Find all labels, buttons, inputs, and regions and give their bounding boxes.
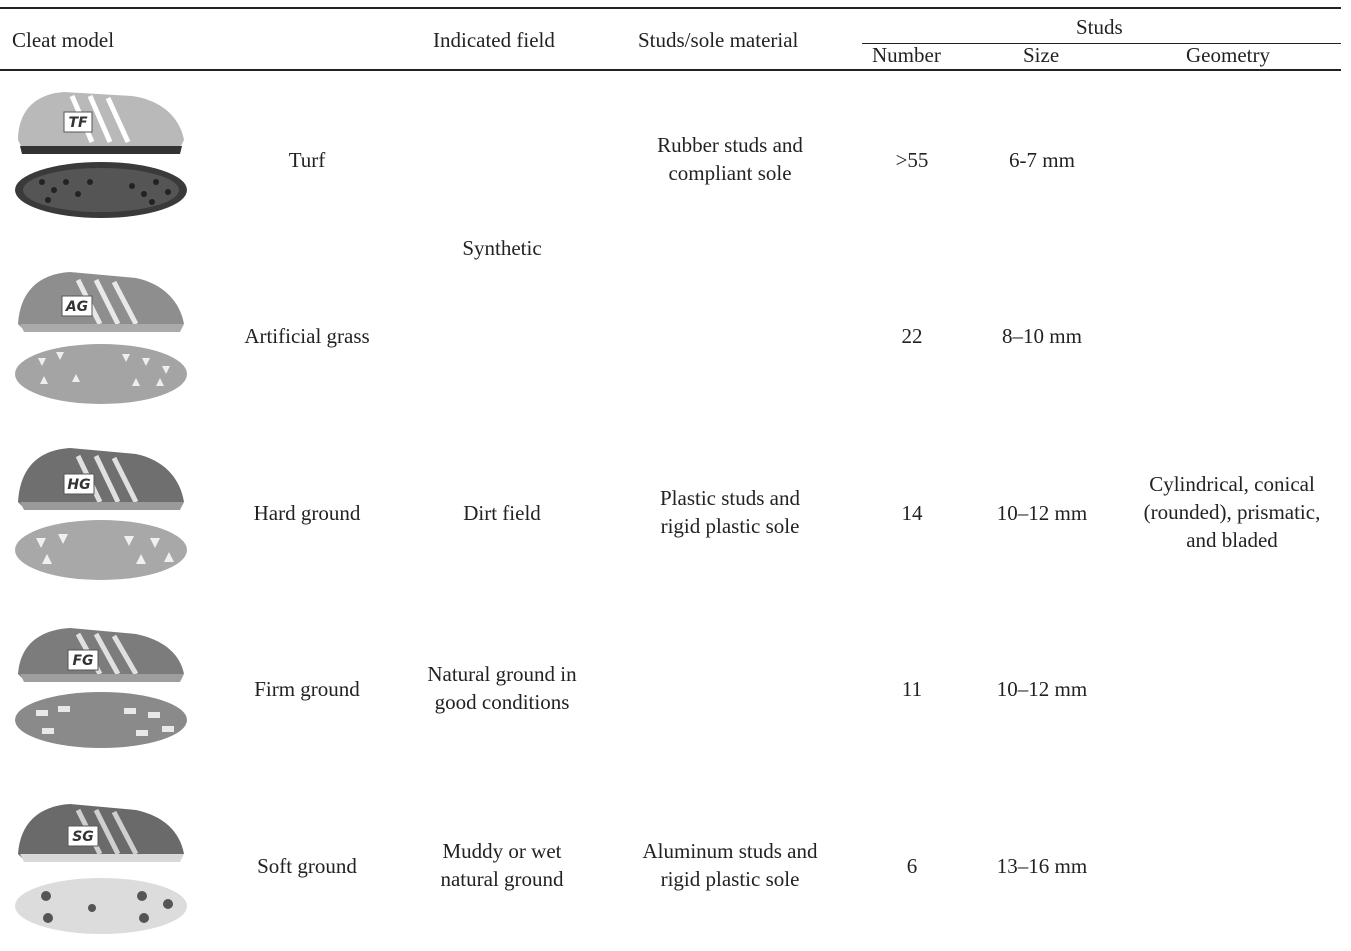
cleat-image-sg: SG <box>12 800 190 938</box>
svg-text:AG: AG <box>65 299 88 315</box>
cell-geometry-line3: and bladed <box>1186 528 1278 552</box>
cell-number-hard-ground: 14 <box>901 501 923 525</box>
cell-material-plastic-line1: Plastic studs and <box>660 486 800 510</box>
cell-material-aluminum-line1: Aluminum studs and <box>642 839 818 863</box>
cell-geometry-line1: Cylindrical, conical <box>1149 472 1315 496</box>
cell-material-plastic-line2: rigid plastic sole <box>660 514 800 538</box>
cell-model-soft-ground: Soft ground <box>257 854 357 878</box>
header-size: Size <box>1023 43 1060 67</box>
cell-model-artificial-grass: Artificial grass <box>244 324 370 348</box>
cleat-image-tf: TF <box>12 82 190 220</box>
cleat-image-ag: AG <box>12 262 190 407</box>
cell-number-turf: >55 <box>895 148 929 172</box>
cell-geometry-line2: (rounded), prismatic, <box>1143 500 1321 524</box>
shoe-ag-icon: AG <box>15 272 187 404</box>
shoe-fg-icon: FG <box>15 628 187 748</box>
cell-model-turf: Turf <box>288 148 326 172</box>
cell-material-rubber-line2: compliant sole <box>668 161 792 185</box>
cell-field-dirt: Dirt field <box>463 501 541 525</box>
cell-size-artificial-grass: 8–10 mm <box>1002 324 1082 348</box>
cell-model-hard-ground: Hard ground <box>253 501 361 525</box>
shoe-sg-icon: SG <box>15 804 187 934</box>
cell-size-firm-ground: 10–12 mm <box>996 677 1088 701</box>
cell-field-natural-good-line1: Natural ground in <box>427 662 577 686</box>
cell-field-natural-good: Natural ground in good conditions <box>392 660 612 716</box>
cell-field-synthetic: Synthetic <box>462 236 542 260</box>
cell-number-artificial-grass: 22 <box>901 324 923 348</box>
cell-material-rubber-line1: Rubber studs and <box>657 133 803 157</box>
cell-material-aluminum: Aluminum studs and rigid plastic sole <box>610 837 850 893</box>
cleat-image-fg: FG <box>12 622 190 750</box>
top-rule <box>0 7 1341 9</box>
header-geometry: Geometry <box>1186 43 1270 67</box>
header-material: Studs/sole material <box>638 28 799 52</box>
svg-text:SG: SG <box>72 829 94 845</box>
header-cleat-model: Cleat model <box>12 28 115 52</box>
svg-text:TF: TF <box>68 115 88 131</box>
cell-field-muddy-line2: natural ground <box>440 867 564 891</box>
header-bottom-rule <box>0 69 1341 71</box>
studs-group-rule <box>862 43 1341 44</box>
header-number: Number <box>872 43 941 67</box>
cell-size-soft-ground: 13–16 mm <box>996 854 1088 878</box>
shoe-tf-icon: TF <box>15 92 187 218</box>
shoe-hg-icon: HG <box>15 448 187 580</box>
cell-field-muddy: Muddy or wet natural ground <box>392 837 612 893</box>
cell-material-aluminum-line2: rigid plastic sole <box>660 867 800 891</box>
cell-material-plastic: Plastic studs and rigid plastic sole <box>610 484 850 540</box>
cell-size-turf: 6-7 mm <box>1009 148 1075 172</box>
header-studs: Studs <box>1076 15 1123 39</box>
cell-size-hard-ground: 10–12 mm <box>996 501 1088 525</box>
cell-field-natural-good-line2: good conditions <box>434 690 570 714</box>
svg-text:FG: FG <box>72 653 93 669</box>
cell-number-soft-ground: 6 <box>906 854 918 878</box>
cell-geometry: Cylindrical, conical (rounded), prismati… <box>1122 470 1342 554</box>
svg-text:HG: HG <box>67 477 90 493</box>
header-indicated-field: Indicated field <box>433 28 555 52</box>
cell-number-firm-ground: 11 <box>901 677 923 701</box>
cell-field-muddy-line1: Muddy or wet <box>442 839 562 863</box>
cell-model-firm-ground: Firm ground <box>254 677 360 701</box>
cleat-image-hg: HG <box>12 440 190 585</box>
cell-material-rubber: Rubber studs and compliant sole <box>610 131 850 187</box>
